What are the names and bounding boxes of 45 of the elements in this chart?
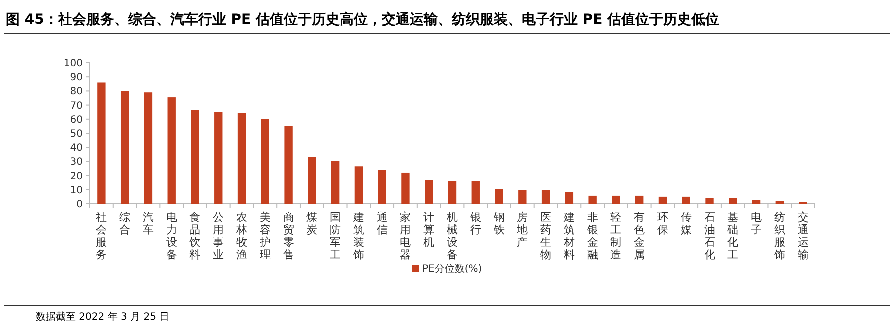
x-tick-label: 电力设备: [166, 211, 178, 262]
x-tick-label: 基础化工: [726, 211, 739, 262]
x-tick-label: 钢铁: [492, 211, 505, 236]
y-tick-label: 60: [70, 114, 83, 126]
x-tick-label: 纺织服饰: [773, 211, 786, 262]
y-tick-label: 50: [70, 129, 83, 140]
x-tick-label: 交通运输: [798, 211, 809, 262]
x-tick-label: 石油石化: [704, 211, 716, 262]
y-tick-label: 70: [70, 100, 83, 112]
text: 数据截至 2022 年 3 月 25 日: [36, 311, 170, 323]
x-tick-label: 社会服务: [96, 211, 108, 262]
x-tick-label: 环保: [657, 211, 668, 236]
legend-label: PE分位数(%): [422, 263, 482, 275]
x-tick-label: 轻工制造: [610, 211, 622, 262]
x-tick-label: 非银金融: [586, 211, 598, 262]
y-tick-label: 20: [70, 171, 83, 182]
x-tick-label: 食品饮料: [188, 211, 201, 262]
x-tick-label: 建筑材料: [562, 211, 575, 262]
x-tick-label: 综合: [120, 211, 131, 236]
x-tick-label: 美容护理: [258, 211, 271, 262]
title: 图 45：社会服务、综合、汽车行业 PE 估值位于历史高位，交通运输、纺织服装、电子行业 PE 估值位于历史低位: [6, 12, 720, 28]
x-tick-label: 房地产: [516, 211, 528, 249]
x-tick-label: 机械设备: [447, 211, 458, 262]
y-tick-label: 10: [70, 185, 83, 196]
x-tick-label: 国防军工: [330, 211, 342, 262]
y-tick-label: 40: [70, 143, 83, 154]
x-tick-label: 商贸零售: [283, 211, 294, 262]
x-tick-label: 通信: [376, 211, 388, 236]
y-tick-label: 90: [70, 72, 83, 84]
x-tick-label: 家用电器: [400, 211, 412, 262]
x-tick-label: 建筑装饰: [352, 211, 364, 262]
x-tick-label: 电子: [751, 211, 762, 236]
x-tick-label: 煤炭: [306, 211, 318, 236]
y-tick-label: 30: [70, 157, 83, 168]
x-tick-label: 农林牧渔: [236, 211, 248, 262]
x-tick-label: 汽车: [142, 211, 154, 236]
x-tick-label: 计算机: [424, 211, 435, 249]
y-tick-label: 100: [64, 58, 83, 70]
x-tick-label: 传媒: [680, 211, 692, 236]
y-tick-label: 80: [70, 86, 83, 98]
x-tick-label: 有色金属: [634, 211, 646, 262]
x-tick-label: 银行: [469, 211, 482, 236]
x-tick-label: 医药生物: [540, 211, 552, 262]
x-tick-label: 公用事业: [213, 211, 224, 262]
y-tick-label: 0: [76, 200, 83, 210]
